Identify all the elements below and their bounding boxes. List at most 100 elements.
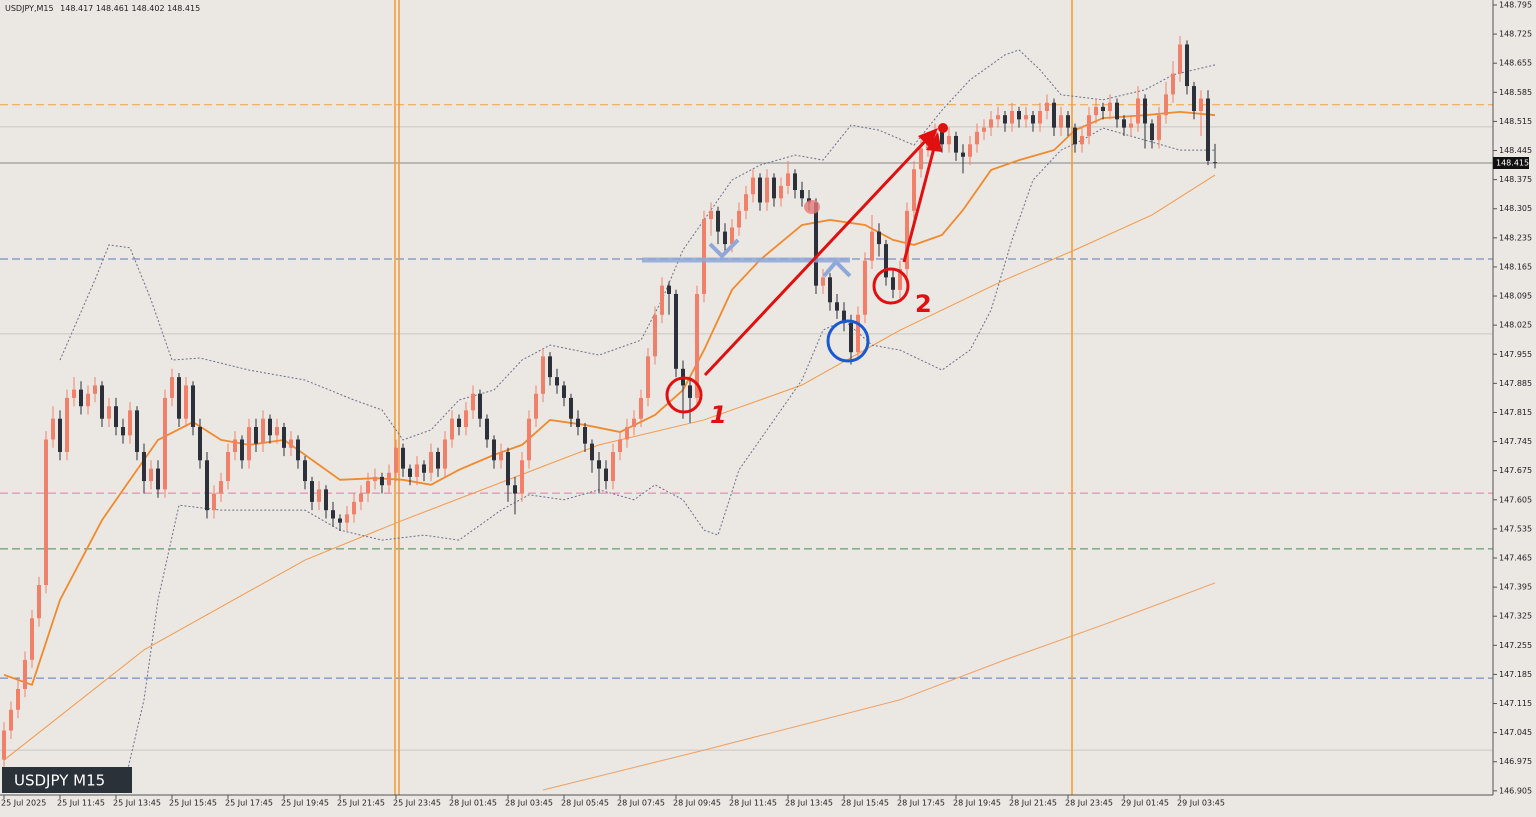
candle-body (1192, 86, 1196, 112)
candle-body (16, 688, 20, 710)
candle-body (93, 385, 97, 394)
x-tick-label: 28 Jul 01:45 (449, 799, 497, 808)
y-tick-label: 147.815 (1499, 408, 1532, 417)
candle-body (387, 472, 391, 486)
y-tick-label: 148.375 (1499, 175, 1532, 184)
arrowhead (918, 128, 938, 148)
y-tick-label: 148.655 (1499, 59, 1532, 68)
x-tick-label: 28 Jul 23:45 (1065, 799, 1113, 808)
candle-body (359, 493, 363, 502)
candle-body (527, 418, 531, 461)
candle-body (751, 177, 755, 195)
y-tick-label: 147.745 (1499, 437, 1532, 446)
candle-body (1087, 115, 1091, 136)
candle-body (212, 493, 216, 511)
y-tick-label: 147.605 (1499, 495, 1532, 504)
x-tick-label: 29 Jul 03:45 (1177, 799, 1225, 808)
candle-body (247, 427, 251, 461)
y-tick-label: 148.095 (1499, 292, 1532, 301)
price-axis-panel (1493, 0, 1536, 817)
indicator-line (542, 582, 1216, 791)
candle-body (163, 397, 167, 490)
candle-body (191, 385, 195, 428)
x-tick-label: 25 Jul 13:45 (113, 799, 161, 808)
x-tick-label: 28 Jul 15:45 (841, 799, 889, 808)
candle-body (1178, 44, 1182, 74)
drawn-blob (804, 200, 820, 214)
candle-body (226, 451, 230, 482)
candle-body (1010, 111, 1014, 124)
candle-body (989, 119, 993, 128)
candle-body (100, 385, 104, 419)
candle-body (1143, 98, 1147, 124)
x-tick-label: 25 Jul 17:45 (225, 799, 273, 808)
candle-body (121, 427, 125, 436)
y-tick-label: 148.795 (1499, 0, 1532, 9)
candle-body (947, 135, 951, 145)
candle-body (1136, 98, 1140, 124)
candle-body (898, 269, 902, 290)
candle-body (380, 476, 384, 486)
y-tick-label: 147.115 (1499, 699, 1532, 708)
candle-body (604, 468, 608, 482)
x-tick-label: 28 Jul 07:45 (617, 799, 665, 808)
candle-body (800, 190, 804, 199)
x-tick-label: 25 Jul 19:45 (281, 799, 329, 808)
drawn-dot (938, 123, 948, 133)
candle-body (72, 389, 76, 398)
candle-body (695, 293, 699, 398)
candle-body (891, 277, 895, 290)
x-tick-label: 29 Jul 01:45 (1121, 799, 1169, 808)
candle-body (772, 177, 776, 199)
candle-body (429, 451, 433, 473)
x-tick-label: 25 Jul 21:45 (337, 799, 385, 808)
candle-body (303, 460, 307, 482)
candle-body (436, 451, 440, 469)
current-price: 148.415 (1496, 159, 1529, 168)
drawn-arrow (703, 134, 932, 377)
candle-body (856, 314, 860, 353)
candle-body (443, 439, 447, 469)
y-tick-label: 148.165 (1499, 262, 1532, 271)
candle-body (30, 618, 34, 660)
candle-body (471, 393, 475, 411)
candle-body (331, 510, 335, 519)
candle-body (639, 397, 643, 419)
candle-body (1101, 106, 1105, 112)
candle-body (1017, 111, 1021, 120)
candle-body (1206, 98, 1210, 161)
candle-body (541, 356, 545, 394)
candle-body (65, 397, 69, 452)
candle-body (485, 418, 489, 440)
candle-body (1031, 115, 1035, 124)
candle-body (156, 468, 160, 490)
candle-body (373, 476, 377, 482)
y-tick-label: 147.955 (1499, 350, 1532, 359)
x-tick-label: 25 Jul 11:45 (57, 799, 105, 808)
candle-body (240, 439, 244, 461)
candle-body (884, 244, 888, 278)
candle-body (842, 310, 846, 324)
y-tick-label: 147.535 (1499, 524, 1532, 533)
drawn-check (822, 259, 852, 278)
candle-body (835, 302, 839, 311)
candle-body (877, 231, 881, 245)
candle-body (506, 451, 510, 486)
drawn-arrow (902, 147, 936, 263)
candle-body (513, 485, 517, 494)
candle-body (492, 439, 496, 461)
candle-body (814, 202, 818, 286)
candle-body (660, 285, 664, 315)
candle-body (1003, 115, 1007, 124)
drawn-circle (872, 267, 910, 305)
x-tick-label: 25 Jul 15:45 (169, 799, 217, 808)
candle-body (716, 210, 720, 232)
candle-body (744, 194, 748, 211)
candle-body (1024, 115, 1028, 120)
candle-body (464, 410, 468, 428)
candle-body (569, 397, 573, 419)
candle-body (765, 177, 769, 203)
candle-body (1094, 106, 1098, 116)
candle-body (1199, 98, 1203, 112)
candle-body (723, 231, 727, 245)
